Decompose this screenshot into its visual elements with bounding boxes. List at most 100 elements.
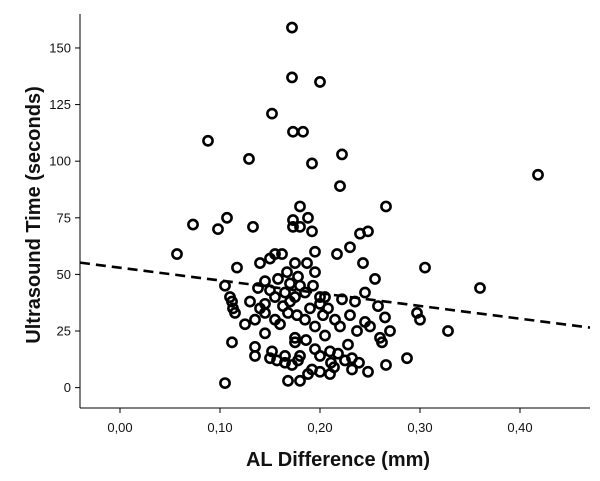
data-point	[281, 266, 293, 279]
data-point	[302, 211, 314, 224]
data-point	[332, 347, 344, 360]
data-point	[294, 200, 306, 213]
data-point	[304, 302, 316, 315]
data-point	[299, 286, 311, 299]
y-tick-label: 25	[57, 324, 71, 339]
data-point	[284, 277, 296, 290]
data-point	[229, 306, 241, 319]
y-tick-label: 50	[57, 267, 71, 282]
data-point	[334, 320, 346, 333]
data-point	[289, 336, 301, 349]
data-point	[324, 368, 336, 380]
data-point	[297, 125, 309, 138]
data-point	[299, 313, 311, 326]
data-point	[314, 350, 326, 362]
data-point	[279, 286, 291, 299]
data-point	[331, 248, 343, 260]
data-point	[300, 334, 312, 346]
data-point	[384, 325, 396, 337]
data-point	[344, 241, 356, 254]
y-tick-label: 75	[57, 210, 71, 225]
data-point	[219, 279, 231, 292]
x-tick-label: 0,20	[307, 420, 332, 435]
data-point	[249, 350, 261, 362]
data-point	[226, 295, 238, 308]
data-point	[301, 257, 313, 269]
data-point	[187, 218, 199, 231]
x-ticks: 0,00 0,10 0,20 0,30 0,40	[107, 408, 533, 435]
x-tick-label: 0,40	[507, 420, 532, 435]
data-point	[336, 148, 348, 161]
data-point	[252, 282, 264, 294]
data-point	[294, 220, 306, 233]
data-point	[289, 331, 301, 344]
data-point	[349, 295, 361, 308]
data-point	[269, 248, 281, 260]
y-axis-title: Ultrasound Time (seconds)	[23, 86, 45, 343]
data-point	[414, 313, 426, 326]
data-point	[212, 223, 224, 236]
data-point	[306, 225, 318, 238]
data-point	[357, 257, 369, 269]
data-point	[294, 374, 306, 387]
data-point	[307, 279, 319, 292]
data-point	[239, 318, 251, 331]
data-point	[202, 134, 214, 147]
data-point	[276, 248, 288, 260]
x-tick-label: 0,00	[107, 420, 132, 435]
data-point	[249, 313, 261, 326]
trend-line-layer	[79, 261, 591, 329]
x-tick-label: 0,30	[407, 420, 432, 435]
data-point	[359, 286, 371, 299]
data-point	[319, 329, 331, 342]
trend-line	[79, 261, 591, 329]
y-tick-label: 100	[49, 154, 71, 169]
data-point	[231, 261, 243, 274]
data-point	[259, 327, 271, 340]
data-point	[266, 107, 278, 120]
data-point	[226, 336, 238, 349]
data-point	[344, 309, 356, 322]
data-point	[286, 21, 298, 34]
data-point	[309, 245, 321, 258]
data-point	[269, 291, 281, 303]
data-point	[286, 71, 298, 84]
y-ticks: 0 25 50 75 100 125 150	[49, 40, 80, 395]
data-point	[264, 352, 276, 365]
data-points-layer	[171, 21, 544, 389]
data-point	[314, 291, 326, 303]
data-point	[379, 311, 391, 324]
data-point	[474, 282, 486, 294]
data-point	[247, 220, 259, 233]
data-point	[289, 257, 301, 269]
data-point	[282, 374, 294, 387]
data-point	[309, 320, 321, 333]
data-point	[171, 248, 183, 260]
x-tick-label: 0,10	[207, 420, 232, 435]
data-point	[380, 200, 392, 213]
y-tick-label: 0	[64, 380, 71, 395]
data-point	[362, 225, 374, 238]
y-tick-label: 150	[49, 40, 71, 55]
data-point	[221, 211, 233, 224]
data-point	[279, 356, 291, 369]
data-point	[219, 377, 231, 389]
data-point	[346, 363, 358, 376]
data-point	[336, 293, 348, 306]
data-point	[292, 270, 304, 283]
data-point	[364, 320, 376, 333]
data-point	[339, 354, 351, 367]
data-point	[266, 345, 278, 358]
data-point	[317, 309, 329, 322]
data-point	[287, 220, 299, 233]
data-point	[259, 306, 271, 319]
data-point	[401, 352, 413, 365]
data-point	[372, 300, 384, 313]
data-point	[272, 273, 284, 285]
axes-layer	[79, 14, 590, 409]
data-point	[306, 157, 318, 170]
data-point	[302, 368, 314, 380]
data-point	[244, 295, 256, 308]
y-tick-label: 125	[49, 97, 71, 112]
data-point	[442, 325, 454, 337]
